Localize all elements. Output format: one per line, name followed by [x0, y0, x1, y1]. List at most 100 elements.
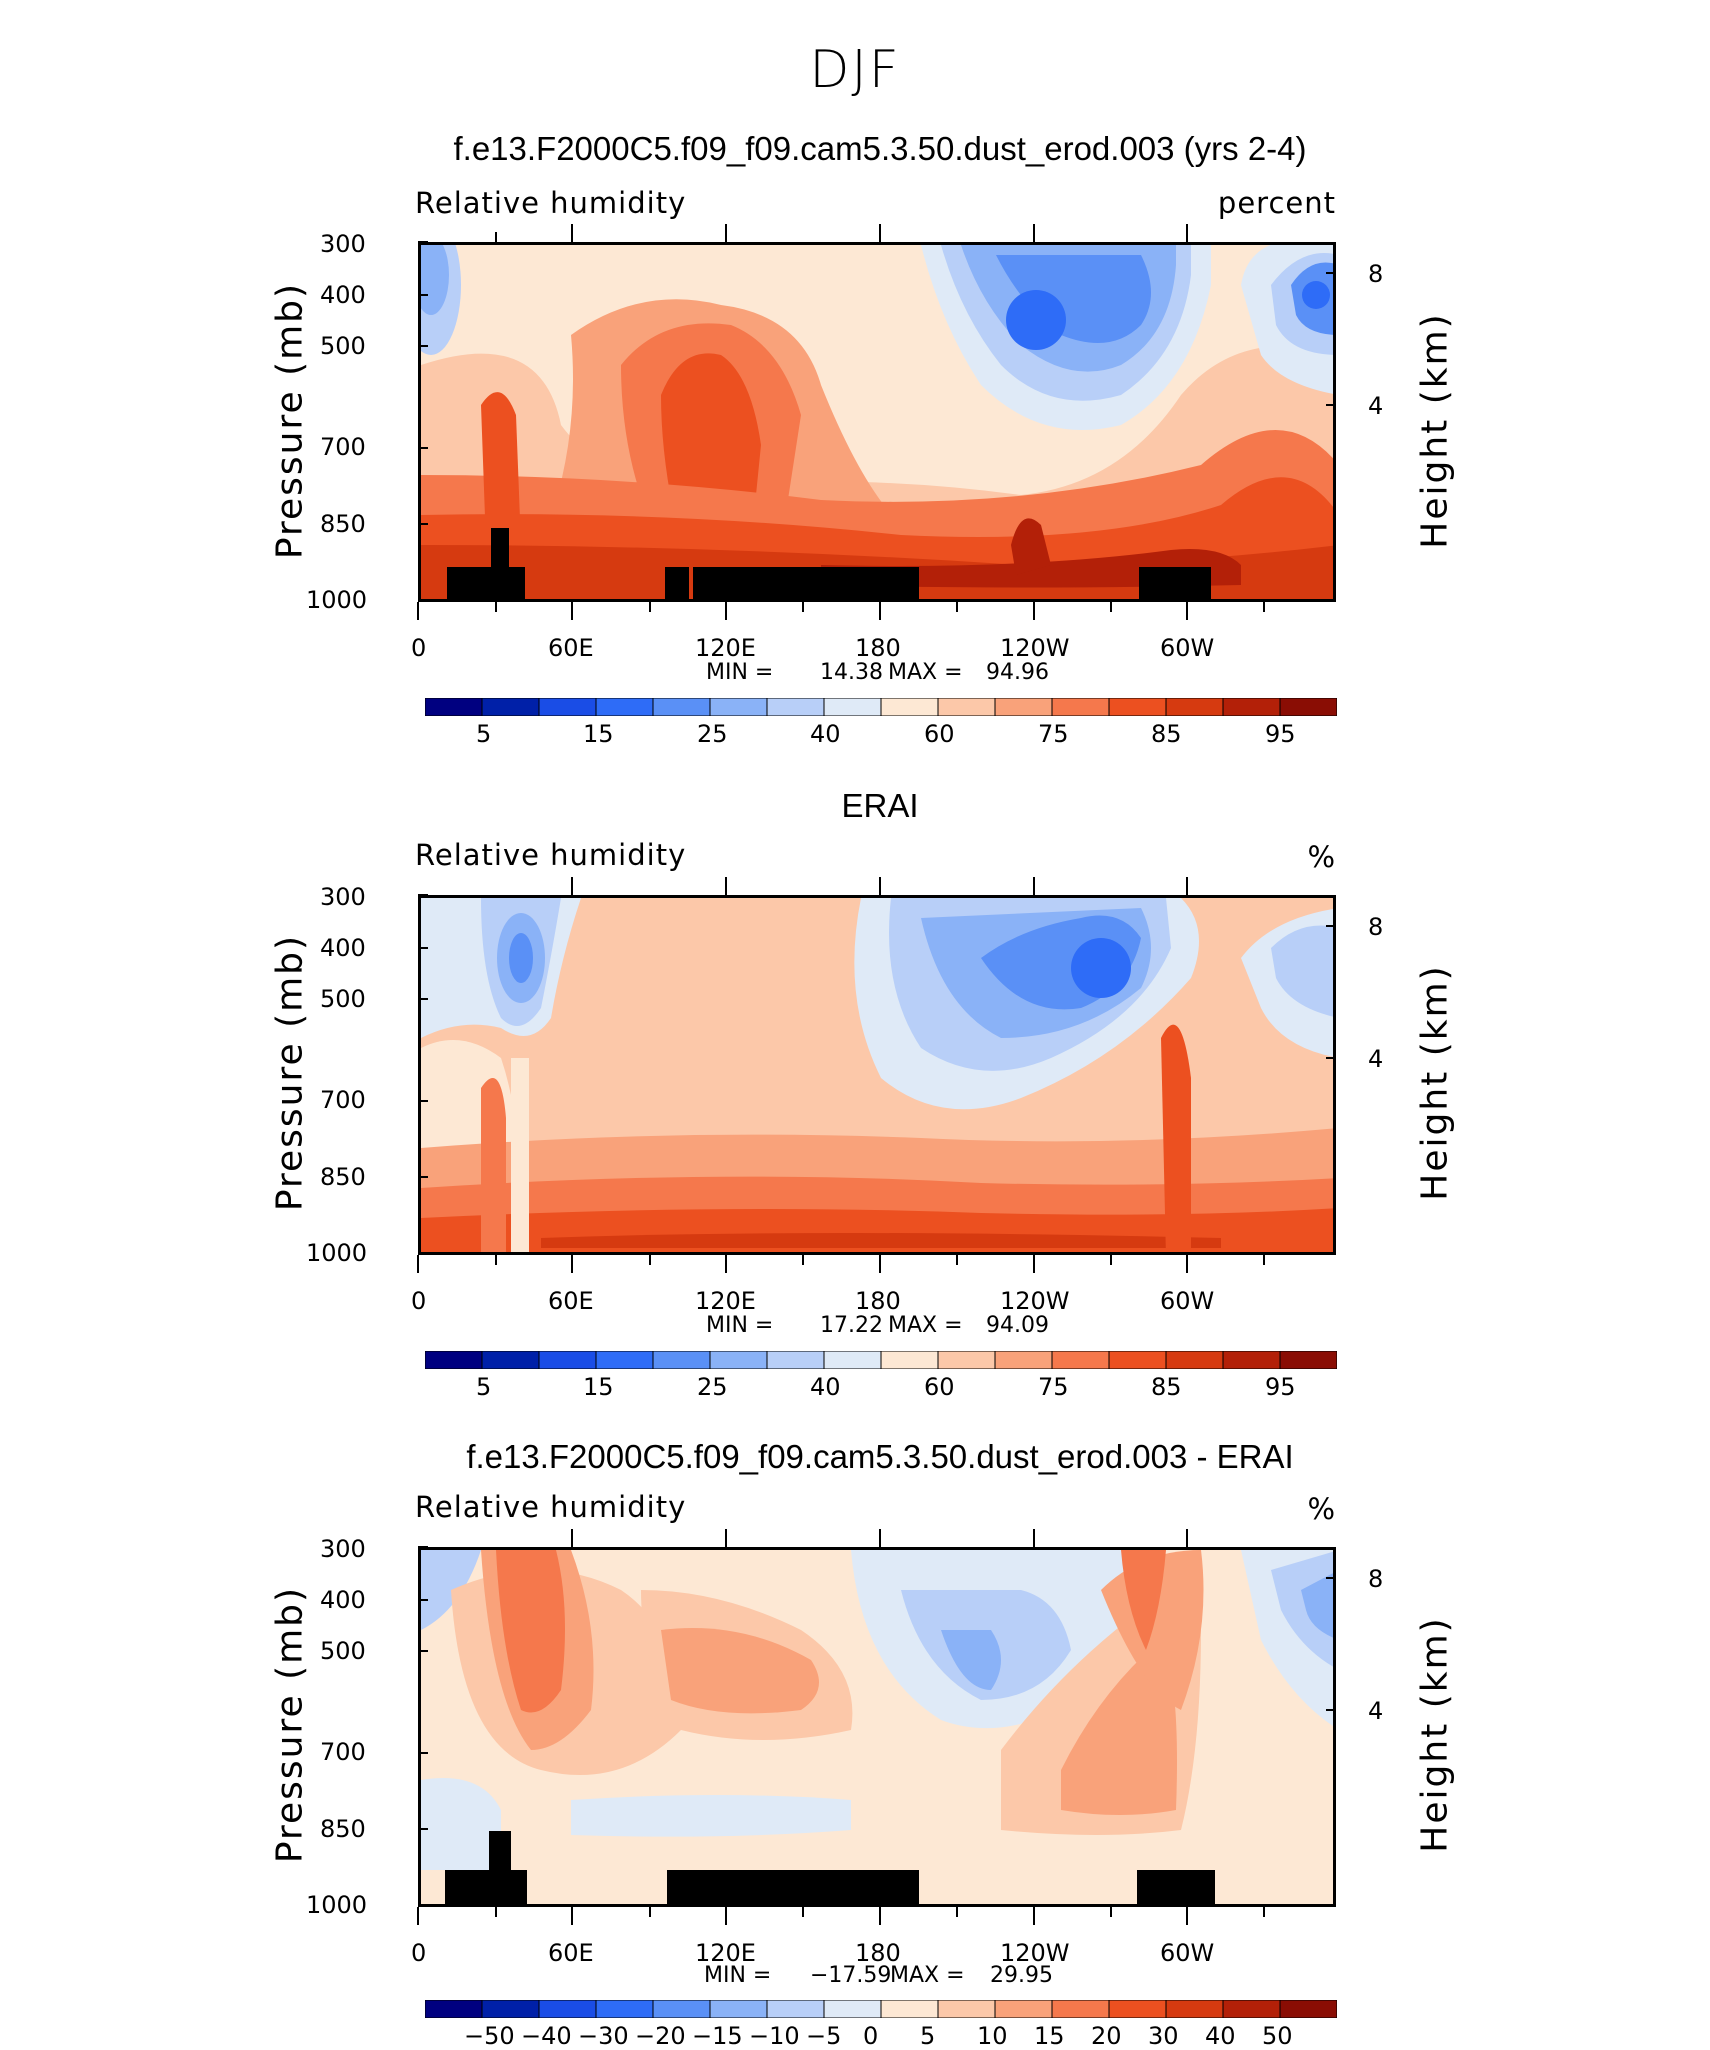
y-tick-label: 700	[320, 1738, 366, 1766]
y-right-tick-label: 8	[1368, 1565, 1384, 1593]
units-label: %	[1307, 840, 1336, 874]
colorbar-label: 40	[810, 720, 841, 748]
x-tick-label: 60E	[548, 1287, 594, 1315]
colorbar-label: 0	[863, 2022, 879, 2050]
topography-mask	[445, 1831, 1215, 1904]
colorbar-label: 15	[1034, 2022, 1065, 2050]
colorbar-swatch	[1108, 2000, 1167, 2018]
x-tick-label: 180	[855, 634, 901, 662]
x-tick-label: 60W	[1160, 1287, 1215, 1315]
colorbar-label: 25	[697, 720, 728, 748]
min-value: −17.59	[810, 1963, 892, 1988]
colorbar-label: −50	[464, 2022, 515, 2050]
axis-ticks	[417, 1529, 1336, 1925]
colorbar-swatch	[481, 2000, 540, 2018]
colorbar-swatch	[1222, 2000, 1281, 2018]
y-tick-label: 400	[320, 281, 366, 309]
colorbar-label: 95	[1265, 720, 1296, 748]
x-tick-label: 120W	[1000, 1287, 1070, 1315]
topography-mask	[447, 528, 1211, 599]
colorbar-swatch	[538, 2000, 597, 2018]
contour-plot	[418, 895, 1336, 1255]
colorbar-label: 5	[476, 720, 492, 748]
y-right-tick-label: 4	[1368, 392, 1384, 420]
colorbar-swatch	[1279, 1351, 1337, 1369]
colorbar-label: −40	[521, 2022, 572, 2050]
colorbar-swatch	[595, 2000, 654, 2018]
colorbar	[425, 698, 1337, 716]
colorbar	[425, 1351, 1337, 1369]
y-tick-label: 300	[320, 1535, 366, 1563]
colorbar-label: 75	[1038, 1373, 1069, 1401]
max-value: 29.95	[990, 1963, 1053, 1988]
colorbar-swatch	[880, 2000, 939, 2018]
x-tick-label: 60E	[548, 1939, 594, 1967]
y-tick-label: 400	[320, 934, 366, 962]
colorbar-swatch	[937, 2000, 996, 2018]
colorbar-label: 40	[1205, 2022, 1236, 2050]
x-tick-label: 180	[855, 1939, 901, 1967]
units-label: %	[1307, 1492, 1336, 1526]
colorbar-label: 60	[924, 1373, 955, 1401]
x-tick-label: 120W	[1000, 1939, 1070, 1967]
colorbar-swatch	[766, 2000, 825, 2018]
contour-plot	[418, 242, 1336, 602]
colorbar-label: 40	[810, 1373, 841, 1401]
y-right-tick-label: 4	[1368, 1045, 1384, 1073]
panel-title: f.e13.F2000C5.f09_f09.cam5.3.50.dust_ero…	[466, 1438, 1294, 1475]
y-tick-label: 1000	[306, 1891, 368, 1919]
colorbar	[425, 2000, 1337, 2018]
x-tick-label: 0	[411, 1287, 427, 1315]
colorbar-swatch	[1279, 2000, 1337, 2018]
colorbar-label: 5	[920, 2022, 936, 2050]
x-tick-label: 120W	[1000, 634, 1070, 662]
colorbar-swatch	[1165, 2000, 1224, 2018]
max-value: 94.96	[986, 660, 1049, 685]
variable-label: Relative humidity	[415, 1490, 687, 1524]
min-value: 14.38	[820, 660, 883, 685]
x-tick-label: 60W	[1160, 634, 1215, 662]
colorbar-label: 15	[583, 720, 614, 748]
y-tick-label: 400	[320, 1586, 366, 1614]
x-tick-label: 120E	[695, 634, 756, 662]
y-tick-label: 500	[320, 332, 366, 360]
x-tick-label: 0	[411, 634, 427, 662]
y-tick-label: 1000	[306, 586, 368, 614]
colorbar-label: −30	[578, 2022, 629, 2050]
axis-ticks	[417, 877, 1336, 1273]
colorbar-label: 85	[1151, 720, 1182, 748]
panel-title: f.e13.F2000C5.f09_f09.cam5.3.50.dust_ero…	[453, 130, 1307, 167]
colorbar-label: 75	[1038, 720, 1069, 748]
variable-label: Relative humidity	[415, 838, 687, 872]
colorbar-label: 20	[1091, 2022, 1122, 2050]
colorbar-swatch	[1279, 698, 1337, 716]
x-tick-label: 120E	[695, 1939, 756, 1967]
max-label: MAX =	[890, 1963, 965, 1988]
y-right-tick-label: 8	[1368, 913, 1384, 941]
panel-title: ERAI	[841, 787, 919, 824]
colorbar-swatch	[1051, 2000, 1110, 2018]
x-tick-label: 60W	[1160, 1939, 1215, 1967]
colorbar-swatch	[425, 2000, 483, 2018]
colorbar-label: 5	[476, 1373, 492, 1401]
y-tick-label: 850	[320, 1815, 366, 1843]
max-value: 94.09	[986, 1313, 1049, 1338]
variable-label: Relative humidity	[415, 186, 687, 220]
y-tick-label: 500	[320, 1637, 366, 1665]
colorbar-label: 10	[977, 2022, 1008, 2050]
min-value: 17.22	[820, 1313, 883, 1338]
colorbar-label: 95	[1265, 1373, 1296, 1401]
x-tick-label: 0	[411, 1939, 427, 1967]
min-label: MIN =	[704, 1963, 772, 1988]
y-tick-label: 850	[320, 510, 366, 538]
min-label: MIN =	[706, 660, 774, 685]
colorbar-label: 60	[924, 720, 955, 748]
colorbar-swatch	[823, 2000, 882, 2018]
max-label: MAX =	[888, 660, 963, 685]
colorbar-label: −20	[635, 2022, 686, 2050]
x-tick-label: 180	[855, 1287, 901, 1315]
colorbar-label: 30	[1148, 2022, 1179, 2050]
x-tick-label: 120E	[695, 1287, 756, 1315]
colorbar-swatch	[709, 2000, 768, 2018]
contour-plot	[418, 1547, 1336, 1907]
